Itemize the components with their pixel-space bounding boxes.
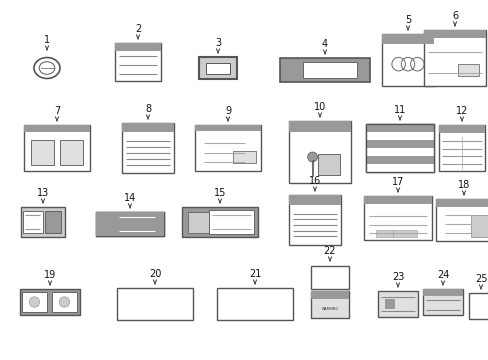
- Bar: [365, 140, 433, 148]
- Bar: [377, 291, 417, 317]
- Bar: [23, 211, 42, 233]
- Bar: [117, 288, 193, 320]
- Bar: [384, 299, 394, 309]
- Text: 9: 9: [224, 106, 231, 116]
- Bar: [302, 62, 356, 78]
- Text: 25: 25: [474, 274, 486, 284]
- Bar: [392, 230, 416, 237]
- Text: 19: 19: [44, 270, 56, 280]
- Text: 24: 24: [436, 270, 448, 280]
- Text: 17: 17: [391, 177, 404, 187]
- Bar: [280, 58, 369, 82]
- Bar: [288, 121, 350, 132]
- Text: 7: 7: [54, 106, 60, 116]
- Circle shape: [29, 297, 40, 307]
- Bar: [52, 292, 77, 312]
- Bar: [423, 30, 485, 39]
- Bar: [435, 199, 488, 207]
- Bar: [381, 34, 433, 44]
- Bar: [288, 195, 340, 205]
- Bar: [60, 140, 83, 165]
- Text: 8: 8: [144, 104, 151, 114]
- Bar: [435, 199, 488, 241]
- Bar: [363, 196, 431, 204]
- Text: 21: 21: [248, 269, 261, 279]
- Bar: [365, 124, 433, 172]
- Text: 18: 18: [457, 180, 469, 190]
- Bar: [45, 211, 61, 233]
- Bar: [422, 289, 462, 315]
- Bar: [122, 123, 174, 173]
- Circle shape: [307, 152, 317, 162]
- Bar: [24, 125, 90, 132]
- Bar: [363, 196, 431, 240]
- Bar: [310, 291, 348, 318]
- Text: 13: 13: [37, 188, 49, 198]
- Bar: [122, 123, 174, 132]
- Bar: [438, 125, 484, 133]
- Text: 20: 20: [148, 269, 161, 279]
- Bar: [96, 212, 163, 236]
- Bar: [217, 288, 292, 320]
- Bar: [381, 34, 433, 86]
- Text: 1: 1: [44, 35, 50, 45]
- Bar: [98, 214, 115, 234]
- Bar: [423, 30, 485, 86]
- Text: 14: 14: [123, 193, 136, 203]
- Bar: [232, 152, 256, 163]
- Bar: [195, 125, 261, 131]
- Text: 4: 4: [321, 39, 327, 49]
- Bar: [365, 148, 433, 156]
- Bar: [199, 57, 237, 79]
- Text: 3: 3: [215, 38, 221, 48]
- Text: WARNING: WARNING: [321, 307, 338, 311]
- Bar: [96, 212, 163, 236]
- Text: 22: 22: [323, 246, 336, 256]
- Text: 10: 10: [313, 102, 325, 112]
- Bar: [22, 292, 47, 312]
- Circle shape: [59, 297, 69, 307]
- Bar: [470, 215, 488, 237]
- Bar: [310, 291, 348, 299]
- Bar: [96, 212, 163, 236]
- Bar: [310, 266, 348, 289]
- Bar: [375, 230, 392, 237]
- Text: 11: 11: [393, 105, 406, 115]
- Bar: [31, 140, 54, 165]
- Bar: [438, 125, 484, 171]
- Bar: [20, 289, 80, 315]
- Text: 16: 16: [308, 176, 321, 186]
- Bar: [205, 63, 230, 73]
- Text: 23: 23: [391, 272, 404, 282]
- Bar: [365, 124, 433, 132]
- Bar: [365, 132, 433, 140]
- Bar: [288, 121, 350, 183]
- Bar: [468, 293, 488, 319]
- Bar: [115, 43, 161, 81]
- Bar: [195, 125, 261, 171]
- Bar: [188, 211, 209, 233]
- Bar: [365, 164, 433, 172]
- Text: 2: 2: [135, 24, 141, 34]
- Text: 5: 5: [404, 15, 410, 25]
- Text: 15: 15: [213, 188, 226, 198]
- Bar: [422, 289, 462, 296]
- Bar: [115, 43, 161, 51]
- Bar: [457, 64, 479, 76]
- Bar: [288, 195, 340, 245]
- Bar: [182, 207, 258, 237]
- Text: 12: 12: [455, 106, 467, 116]
- Bar: [21, 207, 65, 237]
- Bar: [208, 210, 254, 234]
- Bar: [318, 154, 340, 175]
- Bar: [365, 124, 433, 172]
- Text: 6: 6: [451, 11, 457, 21]
- Bar: [365, 156, 433, 164]
- Bar: [24, 125, 90, 171]
